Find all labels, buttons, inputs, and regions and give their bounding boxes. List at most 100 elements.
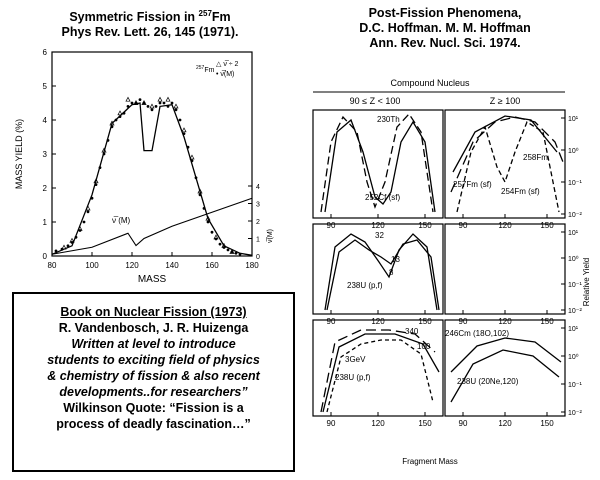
curve-238u-pf-b: [326, 239, 440, 311]
y-tick-label: 5: [43, 82, 48, 91]
data-point: [82, 220, 86, 224]
label-252cf: 252Cf (sf): [365, 193, 400, 202]
book-authors: R. Vandenbosch, J. R. Huizenga: [58, 321, 249, 335]
triangle-point: [221, 242, 227, 248]
x-tick-label: 90: [327, 221, 336, 230]
triangle-point: [133, 100, 139, 105]
right-title-line1: Post-Fission Phenomena,: [368, 6, 522, 20]
label-257fm: 257Fm (sf): [453, 180, 492, 189]
triangle-point: [69, 237, 75, 243]
label-238u-pf-2: 238U (p,f): [335, 373, 371, 382]
label-238u-pf-1: 238U (p,f): [347, 281, 383, 290]
data-point: [162, 101, 166, 105]
y-tick-label: 10⁻¹: [568, 282, 582, 289]
x-tick-label: 120: [498, 221, 512, 230]
panels-layer: 90 120 150 90 120 150 90 120 150 90 120 150 90 120 150…: [312, 109, 582, 428]
book-info-box: Book on Nuclear Fission (1973) R. Vanden…: [12, 292, 295, 472]
x-tick-label: 90: [459, 419, 468, 428]
nu-tick-label: 3: [256, 202, 260, 209]
curve-340: [320, 329, 436, 413]
y-tick-label: 10¹: [568, 230, 579, 237]
x-tick-label: 150: [540, 317, 554, 326]
label-246cm: 246Cm (18O,102): [445, 329, 509, 338]
data-point: [154, 105, 158, 108]
quote-2: process of deadly fascination…”: [56, 417, 251, 431]
secondary-axis-ticks: 0 1 2 3 4: [248, 184, 260, 261]
nu-tick-label: 2: [256, 219, 260, 226]
y-axis-label-right: Relative Yield: [582, 258, 591, 306]
curve-238u-ne: [450, 349, 560, 403]
data-point: [138, 98, 142, 101]
book-desc-1: Written at level to introduce: [71, 337, 236, 351]
nu-curve: [51, 197, 253, 255]
y-tick-label: 10¹: [568, 116, 579, 123]
curve-238u-pf: [324, 233, 438, 311]
triangle-point: [157, 96, 163, 102]
book-title: Book on Nuclear Fission (1973): [60, 305, 247, 319]
data-point: [158, 101, 162, 105]
x-tick-label: 120: [371, 221, 385, 230]
secondary-axis-label: ν̅(M): [266, 229, 274, 243]
y-tick-label: 10⁰: [568, 255, 579, 263]
data-point: [226, 248, 230, 252]
label-238u-ne: 238U (20Ne,120): [457, 377, 519, 386]
triangle-point: [165, 96, 171, 102]
nu-tick-label: 0: [256, 254, 260, 261]
y-tick-label: 10⁻²: [568, 212, 582, 219]
curve-230th: [320, 112, 434, 213]
triangle-point: [229, 248, 235, 254]
book-desc-3: & chemistry of fission & also recent: [47, 369, 260, 383]
curve-254fm: [456, 121, 560, 213]
data-point: [86, 210, 90, 214]
x-tick-label: 90: [327, 419, 336, 428]
x-tick-label: 120: [371, 419, 385, 428]
triangle-point: [125, 96, 131, 102]
data-point: [178, 118, 182, 122]
y-tick-label: 10⁰: [568, 147, 579, 155]
panel-frame: [444, 223, 566, 315]
data-point: [206, 220, 210, 224]
x-tick-label: 140: [165, 261, 179, 270]
triangle-point: [173, 103, 179, 109]
x-tick-label: 90: [459, 317, 468, 326]
left-title-line1: Symmetric Fission in 257Fm: [69, 9, 231, 25]
y-tick-label: 3: [43, 150, 48, 159]
quote-1: Wilkinson Quote: “Fission is a: [63, 401, 244, 415]
left-title-line2: Phys Rev. Lett. 26, 145 (1971).: [61, 25, 239, 40]
label-3gev: 3GeV: [345, 355, 366, 364]
x-axis-label-right: Fragment Mass: [402, 457, 458, 466]
y-tick-label: 10⁻²: [568, 308, 582, 315]
yield-curve: [51, 102, 253, 256]
x-tick-label: 100: [85, 261, 99, 270]
book-desc-4: developments..for researchers”: [59, 385, 248, 399]
y-tick-label: 2: [43, 184, 48, 193]
triangle-point: [189, 154, 195, 160]
legend-isotope-sup: 257: [196, 65, 205, 71]
y-tick-label: 10⁻¹: [568, 382, 582, 389]
x-tick-label: 120: [371, 317, 385, 326]
plot-frame: [51, 51, 253, 257]
relative-yield-grid: Compound Nucleus 90 ≤ Z < 100 Z ≥ 100 90…: [312, 78, 591, 466]
label-32: 32: [375, 231, 384, 240]
x-tick-label: 150: [418, 317, 432, 326]
data-point: [234, 251, 238, 255]
y-tick-label: 4: [43, 116, 48, 125]
y-tick-label: 6: [43, 48, 48, 57]
x-axis-ticks: 80 100 120 140 160 180: [48, 252, 259, 270]
triangle-point: [149, 103, 155, 109]
series-layer: [51, 96, 253, 256]
triangle-point: [213, 234, 219, 240]
data-point: [146, 105, 150, 108]
curve-100: [322, 333, 440, 413]
right-title: Post-Fission Phenomena, D.C. Hoffman. M.…: [330, 6, 560, 51]
label-258fm: 258Fm: [523, 153, 548, 162]
curve-257fm: [450, 116, 564, 193]
x-tick-label: 120: [498, 317, 512, 326]
triangle-point: [141, 100, 147, 105]
x-tick-label: 150: [540, 419, 554, 428]
y-tick-label: 10⁰: [568, 353, 579, 361]
compound-nucleus-label: Compound Nucleus: [390, 78, 470, 88]
x-tick-label: 150: [418, 419, 432, 428]
curve-246cm: [450, 337, 562, 373]
